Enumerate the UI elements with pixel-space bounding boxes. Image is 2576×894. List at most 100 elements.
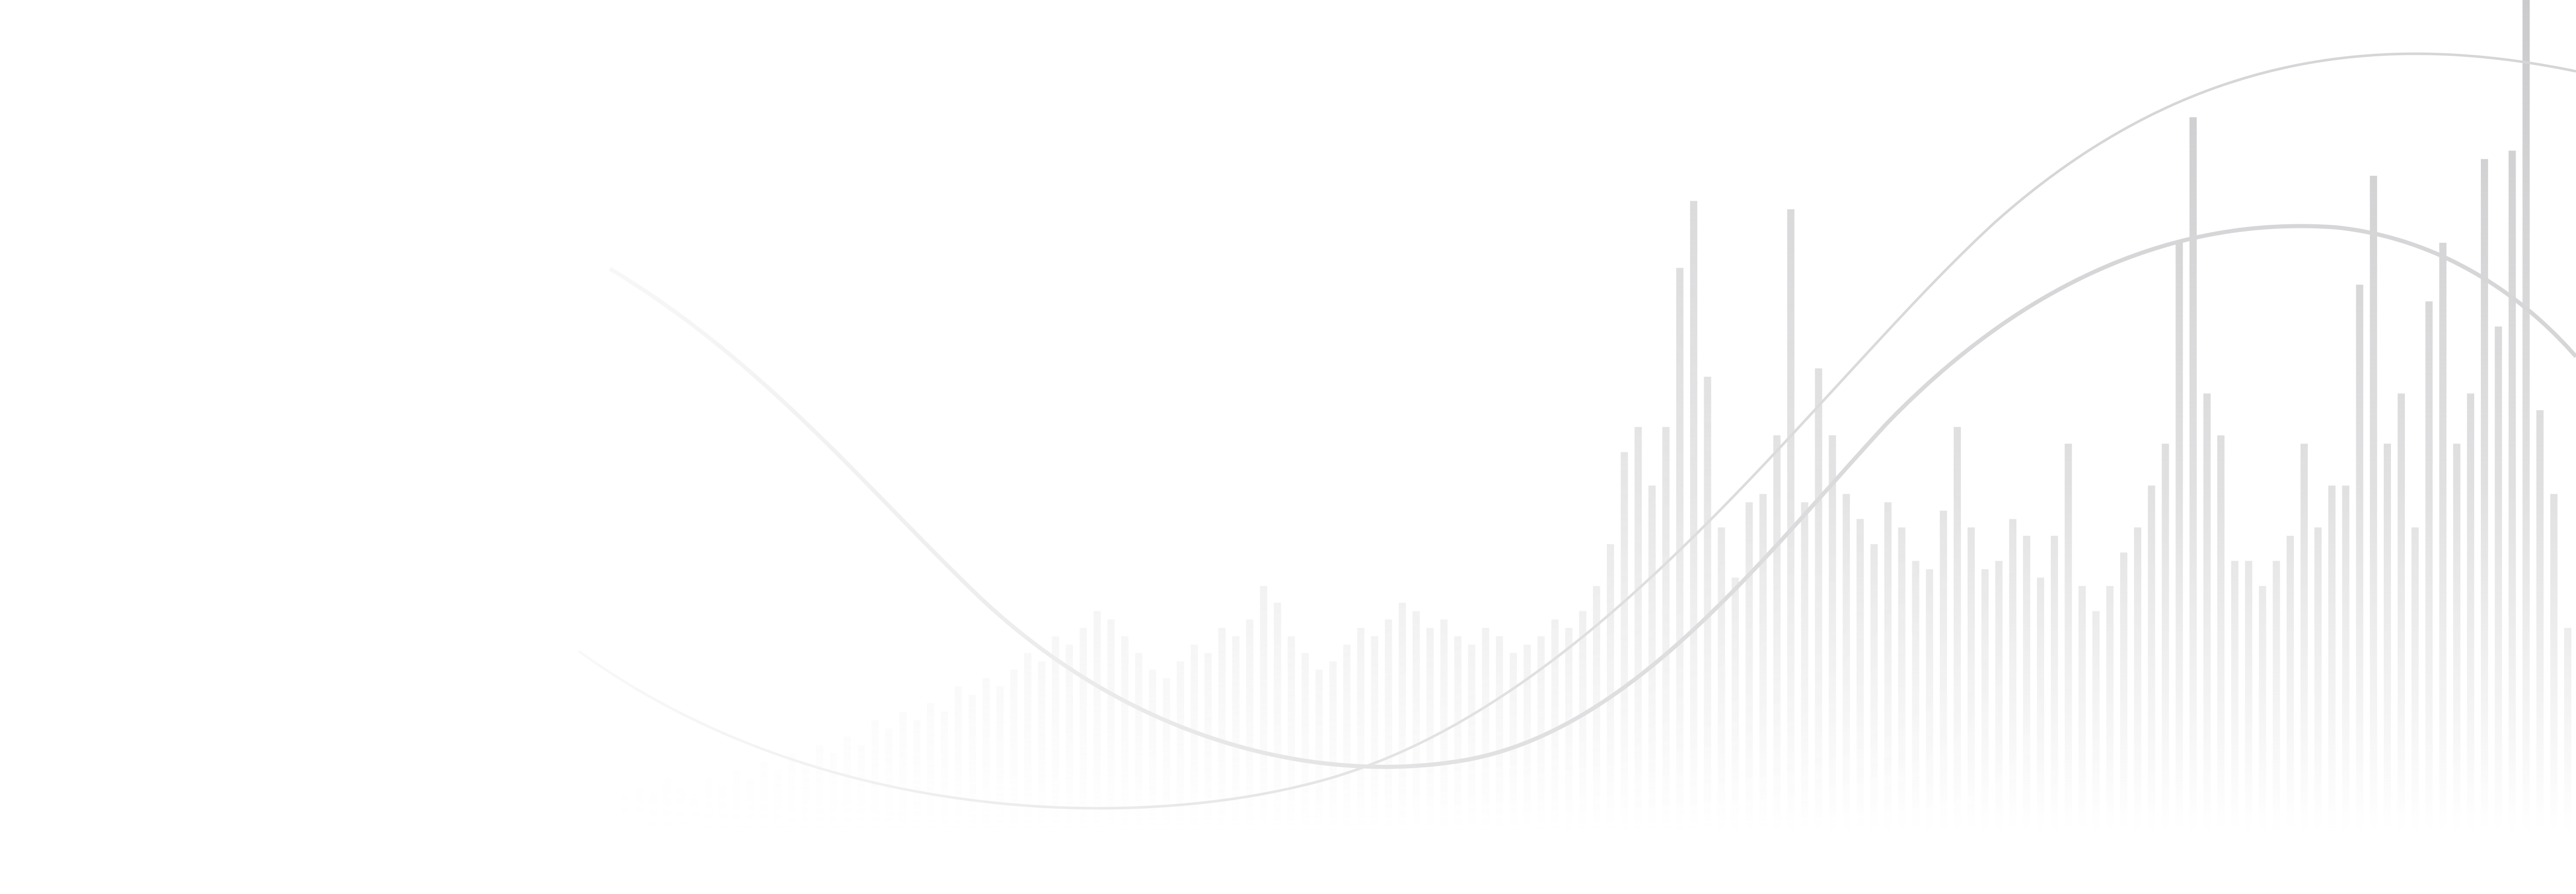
bar <box>1010 670 1018 837</box>
bar <box>1579 611 1587 837</box>
bar <box>2356 284 2364 837</box>
bar <box>2148 485 2155 837</box>
bar <box>2120 552 2127 837</box>
bar <box>844 736 851 837</box>
bar <box>871 720 879 837</box>
bar <box>2467 393 2475 837</box>
bar <box>1676 268 1684 837</box>
bar <box>1759 494 1767 837</box>
bar <box>941 712 948 837</box>
bar <box>1870 544 1878 837</box>
bar <box>1620 452 1628 837</box>
bar <box>1121 636 1129 837</box>
bar <box>2231 561 2238 837</box>
bar <box>2536 410 2544 837</box>
bar <box>1843 494 1850 837</box>
bar <box>705 778 713 837</box>
bar <box>2009 519 2017 837</box>
bar <box>2106 586 2114 837</box>
bar <box>1232 636 1240 837</box>
bar <box>1454 636 1462 837</box>
bar <box>2273 561 2280 837</box>
bar <box>2564 628 2571 837</box>
bar <box>1343 644 1351 837</box>
bar <box>1565 628 1573 837</box>
bar <box>1995 561 2003 837</box>
bar <box>677 787 685 837</box>
bar <box>1399 603 1406 837</box>
bar <box>1162 678 1170 837</box>
bar <box>2217 435 2225 837</box>
bar <box>2508 150 2516 838</box>
bar <box>1274 603 1281 837</box>
bar <box>1135 653 1143 837</box>
bar <box>1149 670 1156 837</box>
bar <box>2134 527 2141 837</box>
bar <box>2370 176 2378 838</box>
bar <box>2078 586 2086 837</box>
bar <box>1801 502 1808 837</box>
bar <box>649 795 657 837</box>
bar <box>2494 326 2502 837</box>
bar <box>1912 561 1920 837</box>
bar <box>2287 535 2294 837</box>
bar <box>2023 535 2031 837</box>
bar <box>2480 159 2488 837</box>
bar <box>1829 435 1836 837</box>
bar <box>1981 569 1989 837</box>
bar <box>1482 628 1490 837</box>
bar <box>969 695 976 837</box>
bar <box>1329 661 1337 837</box>
bar <box>2425 301 2433 838</box>
bar <box>1385 619 1392 837</box>
bar <box>2522 0 2530 837</box>
bar <box>1426 628 1434 837</box>
bar <box>2175 242 2183 837</box>
bar <box>2384 443 2391 837</box>
bar <box>955 686 962 837</box>
bar <box>1176 661 1184 837</box>
bar <box>2092 611 2100 837</box>
bar <box>1440 619 1448 837</box>
bar <box>1967 527 1975 837</box>
bar <box>635 787 643 837</box>
bar <box>1731 577 1739 837</box>
bar <box>996 686 1004 837</box>
bar <box>1260 586 1267 837</box>
bar <box>1246 619 1253 837</box>
bar <box>1496 636 1504 837</box>
wave-line-thin <box>578 52 2576 810</box>
bar <box>1953 427 1961 837</box>
bar <box>1052 636 1060 837</box>
bar <box>2245 561 2252 837</box>
bar <box>746 778 754 837</box>
bar <box>2314 527 2322 837</box>
bar <box>899 712 907 837</box>
bar <box>2189 117 2197 837</box>
bar <box>1509 653 1517 837</box>
wave-line-thick <box>608 224 2576 769</box>
bar <box>2439 242 2447 837</box>
bar <box>1773 435 1781 837</box>
bar <box>913 720 921 837</box>
bar <box>1787 209 1795 837</box>
bar <box>982 678 990 837</box>
bar <box>1024 653 1032 837</box>
bar <box>2301 443 2308 837</box>
bar <box>1593 586 1600 837</box>
bar <box>2342 485 2350 837</box>
bar <box>760 762 768 837</box>
bar <box>1718 527 1725 837</box>
bar <box>2037 577 2044 837</box>
bar <box>1371 636 1378 837</box>
bar <box>691 795 699 837</box>
bar <box>732 770 740 837</box>
bar <box>1315 670 1323 837</box>
bar <box>1190 644 1198 837</box>
bar <box>1926 569 1934 837</box>
bar <box>1468 644 1476 837</box>
bar <box>1038 661 1046 837</box>
bar <box>1287 636 1295 837</box>
bar <box>663 778 671 837</box>
bar <box>622 795 629 837</box>
